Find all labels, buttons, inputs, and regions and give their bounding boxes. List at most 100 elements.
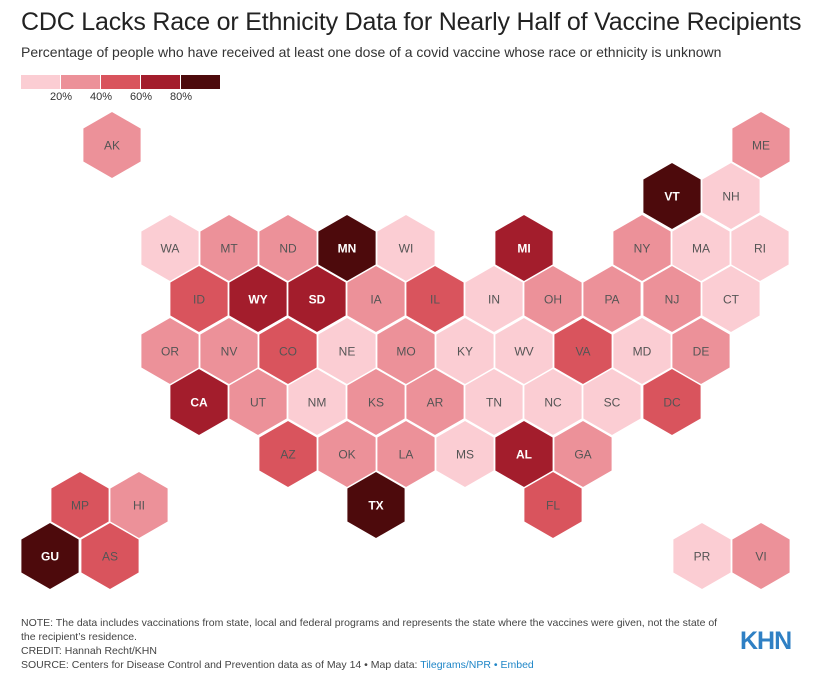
state-tile-vt[interactable]: VT xyxy=(642,161,702,231)
state-label: MS xyxy=(456,448,474,462)
state-hex[interactable] xyxy=(464,367,524,437)
state-tile-ks[interactable]: KS xyxy=(346,367,406,437)
state-tile-nc[interactable]: NC xyxy=(523,367,583,437)
state-tile-ny[interactable]: NY xyxy=(612,213,672,283)
state-tile-id[interactable]: ID xyxy=(169,264,229,334)
state-tile-nh[interactable]: NH xyxy=(701,161,761,231)
state-tile-nd[interactable]: ND xyxy=(258,213,318,283)
state-tile-me[interactable]: ME xyxy=(731,110,791,180)
state-tile-sc[interactable]: SC xyxy=(582,367,642,437)
state-tile-md[interactable]: MD xyxy=(612,316,672,386)
state-hex[interactable] xyxy=(405,264,465,334)
state-hex[interactable] xyxy=(672,521,732,591)
state-hex[interactable] xyxy=(701,264,761,334)
state-hex[interactable] xyxy=(701,161,761,231)
state-tile-pr[interactable]: PR xyxy=(672,521,732,591)
state-hex[interactable] xyxy=(376,419,436,489)
state-hex[interactable] xyxy=(731,110,791,180)
state-hex[interactable] xyxy=(464,264,524,334)
state-hex[interactable] xyxy=(642,264,702,334)
state-hex[interactable] xyxy=(258,419,318,489)
state-hex[interactable] xyxy=(346,470,406,540)
state-tile-wy[interactable]: WY xyxy=(228,264,288,334)
state-hex[interactable] xyxy=(20,521,80,591)
state-tile-vi[interactable]: VI xyxy=(731,521,791,591)
state-tile-as[interactable]: AS xyxy=(80,521,140,591)
source-text: SOURCE: Centers for Disease Control and … xyxy=(21,659,421,671)
state-tile-in[interactable]: IN xyxy=(464,264,524,334)
state-hex[interactable] xyxy=(346,264,406,334)
state-label: UT xyxy=(250,396,267,410)
state-label: MI xyxy=(517,242,530,256)
state-tile-oh[interactable]: OH xyxy=(523,264,583,334)
state-tile-de[interactable]: DE xyxy=(671,316,731,386)
state-hex[interactable] xyxy=(553,419,613,489)
state-hex[interactable] xyxy=(82,110,142,180)
state-tile-ga[interactable]: GA xyxy=(553,419,613,489)
state-hex[interactable] xyxy=(612,213,672,283)
state-hex[interactable] xyxy=(228,367,288,437)
state-tile-tn[interactable]: TN xyxy=(464,367,524,437)
state-hex[interactable] xyxy=(346,367,406,437)
state-hex[interactable] xyxy=(582,367,642,437)
state-hex[interactable] xyxy=(523,367,583,437)
state-tile-gu[interactable]: GU xyxy=(20,521,80,591)
state-tile-ca[interactable]: CA xyxy=(169,367,229,437)
state-hex[interactable] xyxy=(50,470,110,540)
state-label: GU xyxy=(41,550,59,564)
state-tile-va[interactable]: VA xyxy=(553,316,613,386)
state-hex[interactable] xyxy=(80,521,140,591)
state-tile-tx[interactable]: TX xyxy=(346,470,406,540)
state-tile-la[interactable]: LA xyxy=(376,419,436,489)
state-tile-sd[interactable]: SD xyxy=(287,264,347,334)
state-tile-fl[interactable]: FL xyxy=(523,470,583,540)
state-tile-mi[interactable]: MI xyxy=(494,213,554,283)
state-tile-ia[interactable]: IA xyxy=(346,264,406,334)
state-hex[interactable] xyxy=(523,264,583,334)
state-tile-nm[interactable]: NM xyxy=(287,367,347,437)
state-tile-nv[interactable]: NV xyxy=(199,316,259,386)
state-tile-il[interactable]: IL xyxy=(405,264,465,334)
state-tile-ms[interactable]: MS xyxy=(435,419,495,489)
state-label: GA xyxy=(574,448,591,462)
state-hex[interactable] xyxy=(169,367,229,437)
state-hex[interactable] xyxy=(169,264,229,334)
state-tile-ma[interactable]: MA xyxy=(671,213,731,283)
state-tile-ky[interactable]: KY xyxy=(435,316,495,386)
state-tile-nj[interactable]: NJ xyxy=(642,264,702,334)
khn-logo: KHN xyxy=(740,627,792,655)
state-hex[interactable] xyxy=(642,161,702,231)
state-hex[interactable] xyxy=(435,419,495,489)
state-hex[interactable] xyxy=(287,367,347,437)
state-tile-hi[interactable]: HI xyxy=(109,470,169,540)
state-tile-ak[interactable]: AK xyxy=(82,110,142,180)
state-tile-az[interactable]: AZ xyxy=(258,419,318,489)
state-label: NV xyxy=(221,345,238,359)
state-tile-ct[interactable]: CT xyxy=(701,264,761,334)
state-hex[interactable] xyxy=(612,316,672,386)
map-data-link[interactable]: Tilegrams/NPR xyxy=(420,659,491,671)
state-label: MA xyxy=(692,242,710,256)
state-hex[interactable] xyxy=(287,264,347,334)
state-label: KY xyxy=(457,345,473,359)
state-tile-mt[interactable]: MT xyxy=(199,213,259,283)
state-tile-ok[interactable]: OK xyxy=(317,419,377,489)
state-tile-ut[interactable]: UT xyxy=(228,367,288,437)
state-tile-dc[interactable]: DC xyxy=(642,367,702,437)
state-tile-ar[interactable]: AR xyxy=(405,367,465,437)
state-hex[interactable] xyxy=(642,367,702,437)
state-hex[interactable] xyxy=(228,264,288,334)
state-tile-mp[interactable]: MP xyxy=(50,470,110,540)
state-tile-ne[interactable]: NE xyxy=(317,316,377,386)
state-hex[interactable] xyxy=(731,521,791,591)
state-tile-pa[interactable]: PA xyxy=(582,264,642,334)
legend-swatch xyxy=(21,75,60,89)
state-tile-wi[interactable]: WI xyxy=(376,213,436,283)
state-hex[interactable] xyxy=(405,367,465,437)
state-hex[interactable] xyxy=(582,264,642,334)
embed-link[interactable]: Embed xyxy=(500,659,534,671)
color-legend: 20% 40% 60% 80% xyxy=(21,75,231,105)
legend-swatch xyxy=(61,75,100,89)
state-hex[interactable] xyxy=(523,470,583,540)
state-tile-wa[interactable]: WA xyxy=(140,213,200,283)
